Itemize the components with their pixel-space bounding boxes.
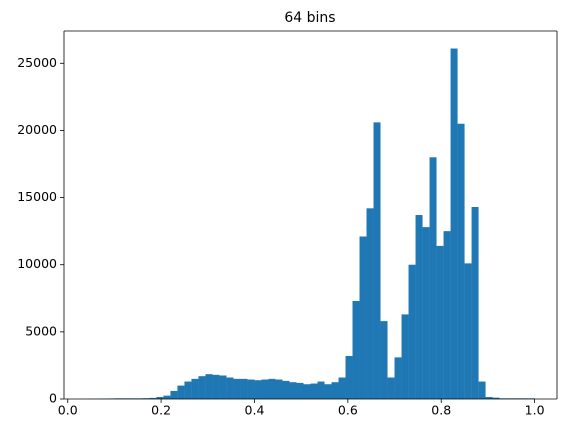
- histogram-bar: [457, 123, 465, 399]
- histogram-bar: [289, 382, 297, 399]
- histogram-bar: [268, 378, 276, 399]
- histogram-bar: [163, 395, 171, 399]
- chart-title: 64 bins: [284, 10, 335, 26]
- y-tick-label: 20000: [17, 122, 57, 137]
- histogram-bar: [331, 382, 339, 399]
- histogram-bar: [380, 321, 388, 399]
- histogram-bar: [310, 383, 318, 399]
- x-tick-label: 0.8: [431, 403, 451, 418]
- histogram-bar: [394, 357, 402, 399]
- x-tick-label: 0.0: [58, 403, 78, 418]
- y-tick-label: 10000: [17, 256, 57, 271]
- histogram-bar: [373, 122, 381, 400]
- histogram-bar: [282, 380, 290, 399]
- histogram-bar: [436, 245, 444, 399]
- histogram-bar: [226, 377, 234, 399]
- histogram-bar: [261, 379, 269, 399]
- histogram-bar: [233, 378, 241, 399]
- histogram-bar: [142, 398, 150, 399]
- histogram-bar: [275, 379, 283, 399]
- y-tick-label: 25000: [17, 55, 57, 70]
- x-tick-label: 0.4: [245, 403, 265, 418]
- histogram-bar: [205, 374, 213, 399]
- histogram-bar: [471, 206, 479, 399]
- histogram-bar: [401, 314, 409, 399]
- histogram-bar: [338, 377, 346, 399]
- histogram-bar: [317, 381, 325, 399]
- histogram-bar: [212, 374, 220, 399]
- histogram-bar: [149, 397, 157, 399]
- y-tick-label: 5000: [25, 323, 57, 338]
- histogram-bar: [387, 377, 395, 399]
- x-tick-label: 1.0: [525, 403, 545, 418]
- histogram-bar: [177, 385, 185, 399]
- histogram-bar: [366, 208, 374, 399]
- histogram-bar: [324, 384, 332, 399]
- histogram-bar: [443, 231, 451, 399]
- y-tick-label: 0: [49, 391, 57, 406]
- histogram-bar: [296, 382, 304, 399]
- histogram-bar: [170, 390, 178, 399]
- histogram-bar: [429, 157, 437, 399]
- histogram-bar: [478, 381, 486, 399]
- y-tick-label: 15000: [17, 189, 57, 204]
- histogram-bar: [359, 236, 367, 399]
- histogram-bar: [408, 264, 416, 399]
- histogram-bar: [422, 227, 430, 399]
- histogram-bar: [198, 376, 206, 399]
- histogram-bar: [184, 381, 192, 399]
- x-tick-label: 0.6: [338, 403, 358, 418]
- histogram-bar: [156, 396, 164, 399]
- histogram-bar: [485, 396, 493, 399]
- histogram-bar: [247, 379, 255, 399]
- histogram-bar: [415, 215, 423, 399]
- histogram-bar: [240, 378, 248, 399]
- histogram-bar: [303, 384, 311, 399]
- histogram-bar: [191, 378, 199, 399]
- histogram-bar: [450, 48, 458, 400]
- histogram-bar: [345, 356, 353, 399]
- histogram-bar: [219, 375, 227, 399]
- histogram-bar: [254, 380, 262, 399]
- x-tick-label: 0.2: [151, 403, 171, 418]
- histogram-bar: [464, 263, 472, 399]
- histogram-bar: [352, 300, 360, 399]
- histogram-bar: [492, 397, 500, 399]
